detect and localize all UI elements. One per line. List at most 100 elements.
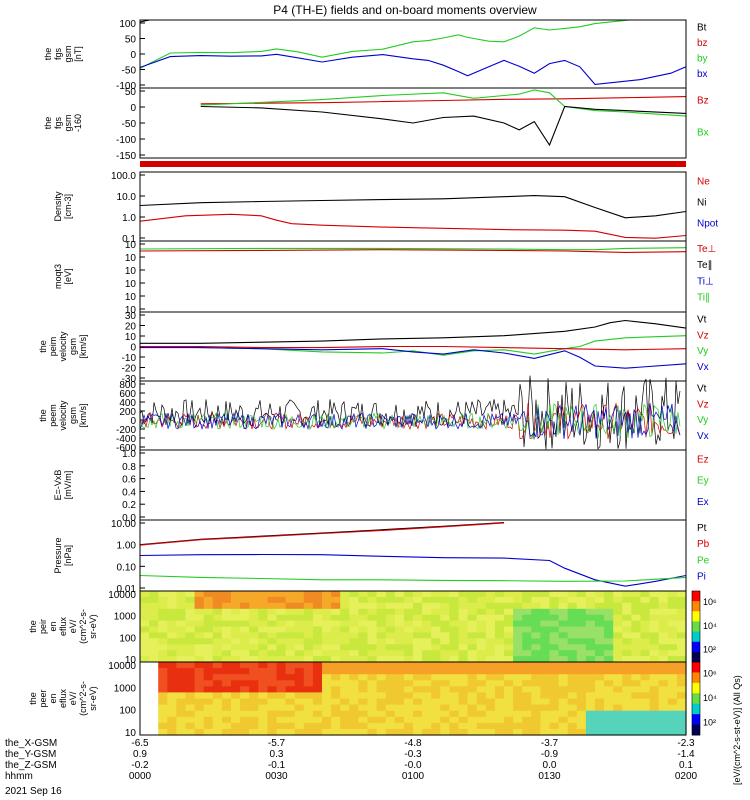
heatmap-cell	[376, 632, 387, 639]
x-row-value: 0.0	[543, 760, 557, 771]
heatmap-cell	[595, 668, 605, 675]
heatmap-cell	[676, 722, 687, 730]
heatmap-cell	[149, 692, 159, 700]
colorbar-cell	[692, 682, 700, 694]
heatmap-cell	[449, 716, 460, 724]
heatmap-cell	[640, 710, 651, 718]
heatmap-cell	[413, 656, 423, 663]
heatmap-cell	[394, 680, 405, 687]
heatmap-cell	[667, 704, 678, 712]
heatmap-cell	[667, 722, 678, 730]
heatmap-cell	[240, 710, 250, 718]
heatmap-cell	[558, 716, 569, 724]
heatmap-cell	[531, 614, 541, 622]
heatmap-cell	[231, 632, 241, 639]
heatmap-cell	[476, 692, 487, 700]
heatmap-cell	[613, 644, 623, 651]
heatmap-cell	[167, 716, 177, 724]
heatmap-cell	[522, 650, 532, 657]
heatmap-cell	[303, 710, 314, 718]
heatmap-cell	[312, 638, 323, 645]
heatmap-cell	[394, 626, 405, 633]
heatmap-cell	[494, 632, 505, 639]
heatmap-cell	[258, 608, 268, 616]
heatmap-cell	[185, 674, 196, 681]
heatmap-cell	[203, 668, 214, 675]
heatmap-cell	[467, 716, 478, 724]
heatmap-cell	[349, 608, 359, 616]
heatmap-cell	[467, 710, 478, 718]
heatmap-cell	[203, 626, 214, 633]
heatmap-cell	[349, 698, 359, 706]
heatmap-cell	[140, 602, 150, 610]
heatmap-cell	[367, 656, 378, 663]
heatmap-cell	[158, 716, 168, 724]
heatmap-cell	[276, 692, 287, 700]
heatmap-cell	[467, 626, 478, 633]
heatmap-cell	[658, 602, 669, 610]
heatmap-cell	[485, 638, 496, 645]
heatmap-cell	[312, 650, 323, 657]
heatmap-cell	[649, 596, 660, 604]
heatmap-cell	[385, 722, 396, 730]
heatmap-cell	[558, 650, 569, 657]
heatmap-cell	[585, 680, 596, 687]
heatmap-cell	[449, 728, 460, 736]
heatmap-cell	[385, 602, 396, 610]
heatmap-cell	[604, 728, 614, 736]
heatmap-cell	[203, 686, 214, 693]
series-Pb	[140, 522, 505, 546]
heatmap-cell	[294, 638, 305, 645]
heatmap-cell	[322, 692, 332, 700]
y-tick-label: 0.0	[122, 513, 136, 524]
heatmap-cell	[658, 728, 669, 736]
heatmap-cell	[267, 650, 278, 657]
heatmap-cell	[585, 626, 596, 633]
heatmap-cell	[531, 698, 541, 706]
heatmap-cell	[595, 596, 605, 604]
heatmap-cell	[604, 674, 614, 681]
heatmap-cell	[367, 728, 378, 736]
legend-Ex: Ex	[697, 497, 709, 508]
heatmap-cell	[231, 710, 241, 718]
heatmap-cell	[176, 668, 187, 675]
heatmap-cell	[303, 674, 314, 681]
heatmap-cell	[221, 602, 232, 610]
panel-9: the peir en eflux eV/(cm^2-s-sr-eV)100001000…	[28, 590, 687, 666]
heatmap-cell	[649, 656, 660, 663]
heatmap-cell	[322, 596, 332, 604]
y-label-line: eV/	[68, 619, 78, 633]
heatmap-cell	[221, 692, 232, 700]
heatmap-cell	[349, 638, 359, 645]
heatmap-cell	[158, 620, 168, 628]
heatmap-cell	[312, 608, 323, 616]
heatmap-cell	[221, 728, 232, 736]
heatmap-cell	[422, 656, 432, 663]
heatmap-cell	[358, 692, 369, 700]
heatmap-cell	[540, 591, 551, 598]
heatmap-cell	[595, 644, 605, 651]
heatmap-cell	[167, 644, 177, 651]
heatmap-cell	[249, 668, 259, 675]
heatmap-cell	[449, 668, 460, 675]
heatmap-cell	[476, 716, 487, 724]
y-label-line: peir	[38, 619, 48, 634]
y-tick-label: 0.1	[122, 234, 136, 245]
heatmap-cell	[294, 728, 305, 736]
heatmap-cell	[285, 704, 296, 712]
heatmap-cell	[513, 716, 523, 724]
heatmap-cell	[585, 710, 596, 718]
heatmap-cell	[413, 608, 423, 616]
heatmap-cell	[322, 620, 332, 628]
heatmap-cell	[585, 596, 596, 604]
heatmap-cell	[494, 608, 505, 616]
series-Te⊥	[140, 249, 686, 253]
heatmap-cell	[604, 614, 614, 622]
heatmap-cell	[303, 662, 314, 669]
heatmap-cell	[604, 722, 614, 730]
heatmap-cell	[649, 674, 660, 681]
panel-frame	[139, 661, 687, 736]
heatmap-cell	[249, 692, 259, 700]
heatmap-cell	[640, 722, 651, 730]
heatmap-cell	[576, 716, 587, 724]
